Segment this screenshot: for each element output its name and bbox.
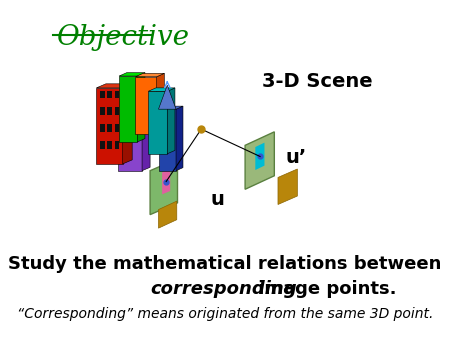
Polygon shape	[96, 84, 132, 88]
Text: 3-D Scene: 3-D Scene	[261, 72, 372, 91]
Polygon shape	[137, 73, 145, 142]
Bar	[115, 141, 119, 149]
Polygon shape	[278, 169, 297, 204]
Text: u’: u’	[285, 148, 306, 167]
Bar	[115, 124, 119, 132]
Text: “Corresponding” means originated from the same 3D point.: “Corresponding” means originated from th…	[17, 307, 433, 321]
Polygon shape	[255, 143, 265, 170]
Polygon shape	[148, 91, 167, 154]
Polygon shape	[119, 73, 145, 76]
Polygon shape	[162, 169, 170, 194]
Polygon shape	[118, 101, 150, 105]
Text: image points.: image points.	[252, 280, 397, 298]
Polygon shape	[96, 88, 123, 164]
Bar	[108, 124, 112, 132]
Text: u: u	[211, 190, 224, 209]
Polygon shape	[142, 101, 150, 171]
Polygon shape	[158, 106, 183, 109]
Polygon shape	[148, 88, 175, 91]
Polygon shape	[158, 201, 177, 228]
Bar	[100, 141, 105, 149]
Text: corresponding: corresponding	[150, 280, 297, 298]
Polygon shape	[157, 73, 164, 134]
Polygon shape	[158, 85, 176, 109]
Bar	[100, 124, 105, 132]
Polygon shape	[150, 159, 177, 215]
Polygon shape	[176, 106, 183, 171]
Bar	[108, 107, 112, 115]
Polygon shape	[158, 109, 176, 171]
Bar	[100, 91, 105, 98]
Polygon shape	[135, 77, 157, 134]
Bar	[108, 91, 112, 98]
Text: Objective: Objective	[57, 24, 190, 51]
Polygon shape	[167, 88, 175, 154]
Bar	[115, 91, 119, 98]
Polygon shape	[135, 73, 164, 77]
Bar	[115, 107, 119, 115]
Bar	[108, 141, 112, 149]
Polygon shape	[118, 105, 142, 171]
Bar	[100, 107, 105, 115]
Polygon shape	[123, 84, 132, 164]
Polygon shape	[119, 76, 137, 142]
Text: Study the mathematical relations between: Study the mathematical relations between	[8, 255, 442, 273]
Polygon shape	[245, 132, 274, 189]
